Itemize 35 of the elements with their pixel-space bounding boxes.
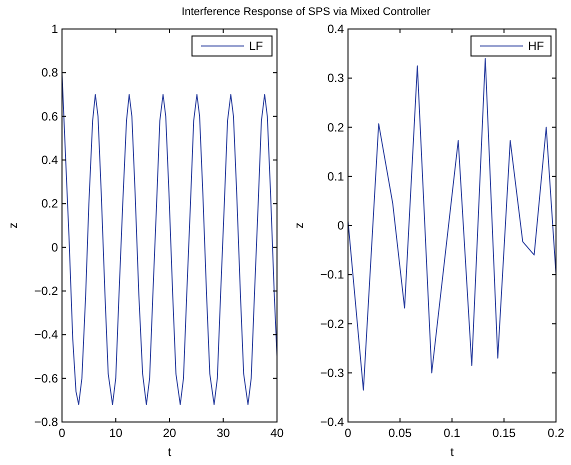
y-tick-label: −0.8 [34,415,58,429]
y-tick-label: −0.2 [320,316,344,331]
x-tick-label: 30 [216,426,230,440]
x-axis-title: t [168,445,172,459]
y-tick-label: −0.1 [320,268,344,282]
x-tick-label: 20 [162,426,176,440]
x-tick-label: 0.05 [388,426,412,440]
x-tick-label: 0.2 [548,426,565,440]
line-series [348,58,556,391]
legend-label: HF [528,39,544,53]
y-tick-label: 0.2 [41,196,58,211]
x-tick-label: 0.15 [492,426,516,440]
y-axis-title: z [292,222,306,228]
y-axis-title: z [6,222,20,228]
y-tick-label: 0.2 [327,120,344,134]
y-tick-label: 0.1 [327,169,344,184]
text: Interference Response of SPS via Mixed Controller [182,6,431,18]
y-tick-label: −0.6 [34,371,58,386]
x-tick-label: 40 [270,426,284,440]
y-tick-label: 0 [51,240,58,254]
y-tick-label: 0.8 [41,66,58,80]
y-tick-label: 0.6 [41,109,58,124]
y-tick-label: −0.2 [34,284,58,298]
y-tick-label: 0.4 [327,22,344,36]
x-axis-title: t [450,445,454,459]
y-tick-label: −0.4 [320,415,344,429]
y-tick-label: −0.3 [320,366,344,380]
y-tick-label: 0.4 [41,153,58,167]
x-tick-label: 0.1 [444,426,461,440]
y-tick-label: 0.3 [327,71,344,86]
y-tick-label: −0.4 [34,328,58,342]
y-tick-label: 1 [51,22,58,36]
legend-label: LF [249,39,264,53]
x-tick-label: 10 [109,426,123,440]
y-tick-label: 0 [337,218,344,232]
